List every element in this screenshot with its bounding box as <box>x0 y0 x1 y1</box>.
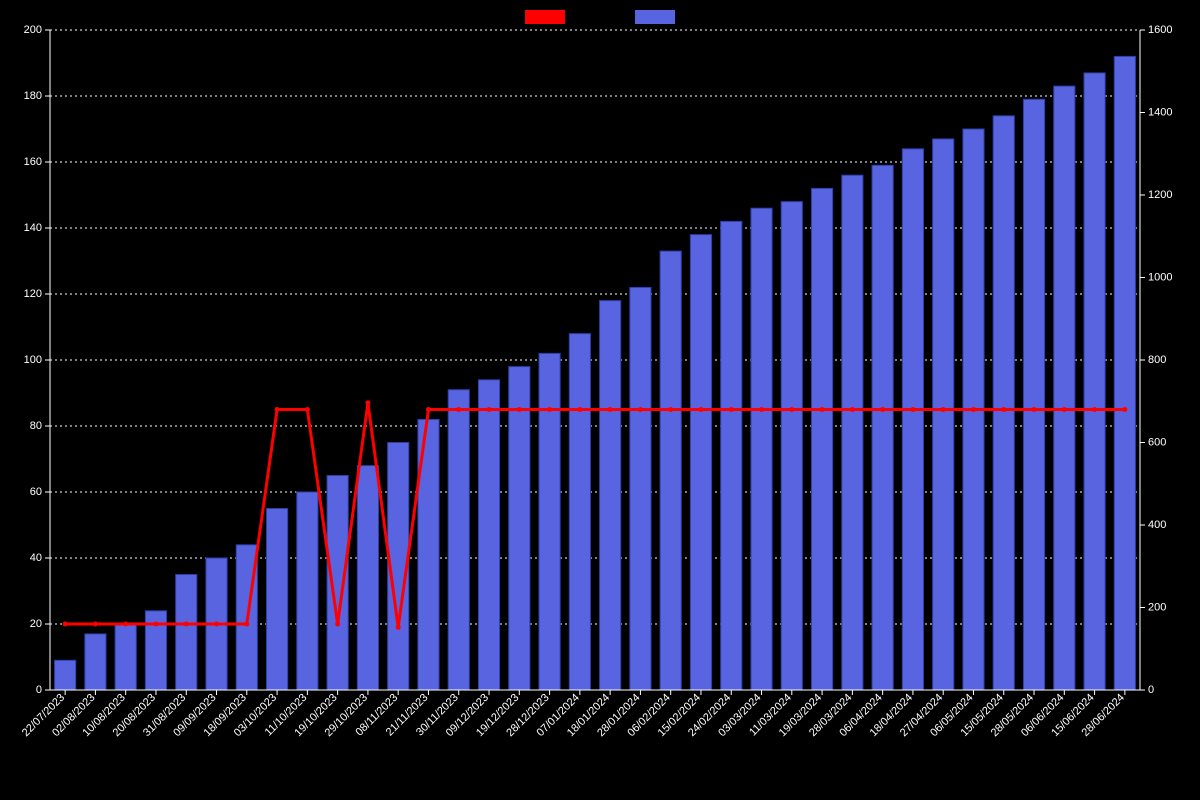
line-marker <box>1032 407 1037 412</box>
bar <box>569 334 590 690</box>
line-marker <box>910 407 915 412</box>
line-marker <box>668 407 673 412</box>
bar <box>690 235 711 690</box>
bar <box>478 380 499 690</box>
line-marker <box>759 407 764 412</box>
line-marker <box>547 407 552 412</box>
bar <box>933 139 954 690</box>
bar <box>1054 86 1075 690</box>
bar <box>842 175 863 690</box>
y-right-tick-label: 200 <box>1148 601 1166 613</box>
y-right-tick-label: 600 <box>1148 436 1166 448</box>
line-marker <box>93 622 98 627</box>
line-marker <box>608 407 613 412</box>
bar <box>1023 99 1044 690</box>
y-left-tick-label: 120 <box>24 288 42 300</box>
bar <box>1084 73 1105 690</box>
bar <box>357 466 378 690</box>
line-marker <box>63 622 68 627</box>
bar <box>993 116 1014 690</box>
bar <box>509 367 530 690</box>
line-marker <box>487 407 492 412</box>
line-marker <box>850 407 855 412</box>
legend-swatch <box>635 10 675 24</box>
line-marker <box>1092 407 1097 412</box>
dual-axis-chart: 0 20 40 60 80 100 120 140 160 180 200 0 200 400 600 800… <box>0 0 1200 800</box>
line-marker <box>971 407 976 412</box>
bar <box>781 202 802 690</box>
y-right-tick-label: 800 <box>1148 354 1166 366</box>
y-left-tick-label: 160 <box>24 156 42 168</box>
bar <box>811 188 832 690</box>
bar <box>751 208 772 690</box>
y-left-tick-label: 60 <box>30 486 42 498</box>
y-left-tick-label: 140 <box>24 222 42 234</box>
line-marker <box>244 622 249 627</box>
line-marker <box>880 407 885 412</box>
line-marker <box>820 407 825 412</box>
line-marker <box>275 407 280 412</box>
bar <box>600 301 621 690</box>
line-marker <box>396 625 401 630</box>
line-marker <box>184 622 189 627</box>
line-marker <box>153 622 158 627</box>
y-left-tick-label: 20 <box>30 618 42 630</box>
line-marker <box>729 407 734 412</box>
line-marker <box>941 407 946 412</box>
y-left-tick-label: 0 <box>36 684 42 696</box>
y-right-tick-label: 400 <box>1148 519 1166 531</box>
line-marker <box>789 407 794 412</box>
y-left-tick-label: 80 <box>30 420 42 432</box>
bar <box>176 575 197 691</box>
bar <box>902 149 923 690</box>
line-marker <box>335 622 340 627</box>
legend-swatch <box>525 10 565 24</box>
y-left-tick-label: 180 <box>24 90 42 102</box>
y-left-tick-label: 100 <box>24 354 42 366</box>
bar <box>327 476 348 691</box>
line-marker <box>426 407 431 412</box>
y-right-tick-label: 0 <box>1148 684 1154 696</box>
y-right-tick-label: 1000 <box>1148 271 1172 283</box>
bar <box>539 353 560 690</box>
y-right-tick-label: 1200 <box>1148 189 1172 201</box>
y-right-tick-label: 1400 <box>1148 106 1172 118</box>
line-marker <box>638 407 643 412</box>
line-marker <box>365 400 370 405</box>
y-right-tick-label: 1600 <box>1148 24 1172 36</box>
bar <box>297 492 318 690</box>
line-marker <box>1122 407 1127 412</box>
bar <box>448 390 469 690</box>
line-marker <box>1062 407 1067 412</box>
bar <box>115 624 136 690</box>
bar <box>55 660 76 690</box>
bar <box>630 287 651 690</box>
line-marker <box>698 407 703 412</box>
bar <box>721 221 742 690</box>
line-marker <box>123 622 128 627</box>
line-marker <box>1001 407 1006 412</box>
bar <box>85 634 106 690</box>
bar <box>1114 56 1135 690</box>
bar <box>266 509 287 691</box>
line-marker <box>577 407 582 412</box>
bar <box>660 251 681 690</box>
bar <box>872 165 893 690</box>
y-left-tick-label: 200 <box>24 24 42 36</box>
y-left-tick-label: 40 <box>30 552 42 564</box>
line-marker <box>305 407 310 412</box>
line-marker <box>214 622 219 627</box>
line-marker <box>517 407 522 412</box>
line-marker <box>456 407 461 412</box>
